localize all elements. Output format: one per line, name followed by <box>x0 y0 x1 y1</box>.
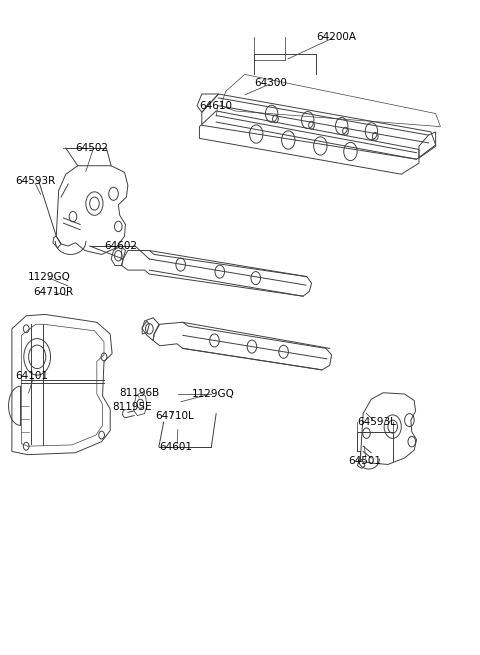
Text: 64601: 64601 <box>159 442 192 452</box>
Text: 1129GQ: 1129GQ <box>28 272 71 282</box>
Text: 64610: 64610 <box>199 101 232 111</box>
Text: 64710R: 64710R <box>34 287 73 297</box>
Text: 64101: 64101 <box>16 371 48 381</box>
Text: 1129GQ: 1129GQ <box>192 389 235 399</box>
Text: 64602: 64602 <box>104 241 137 251</box>
Text: 81195E: 81195E <box>112 402 152 412</box>
Text: 64200A: 64200A <box>316 32 356 43</box>
Text: 64710L: 64710L <box>155 411 194 421</box>
Text: 64501: 64501 <box>348 456 381 466</box>
Text: 64593L: 64593L <box>357 417 396 427</box>
Text: 81196B: 81196B <box>120 388 160 398</box>
Text: 64300: 64300 <box>254 78 287 88</box>
Text: 64502: 64502 <box>75 143 108 153</box>
Text: 64593R: 64593R <box>16 176 56 186</box>
